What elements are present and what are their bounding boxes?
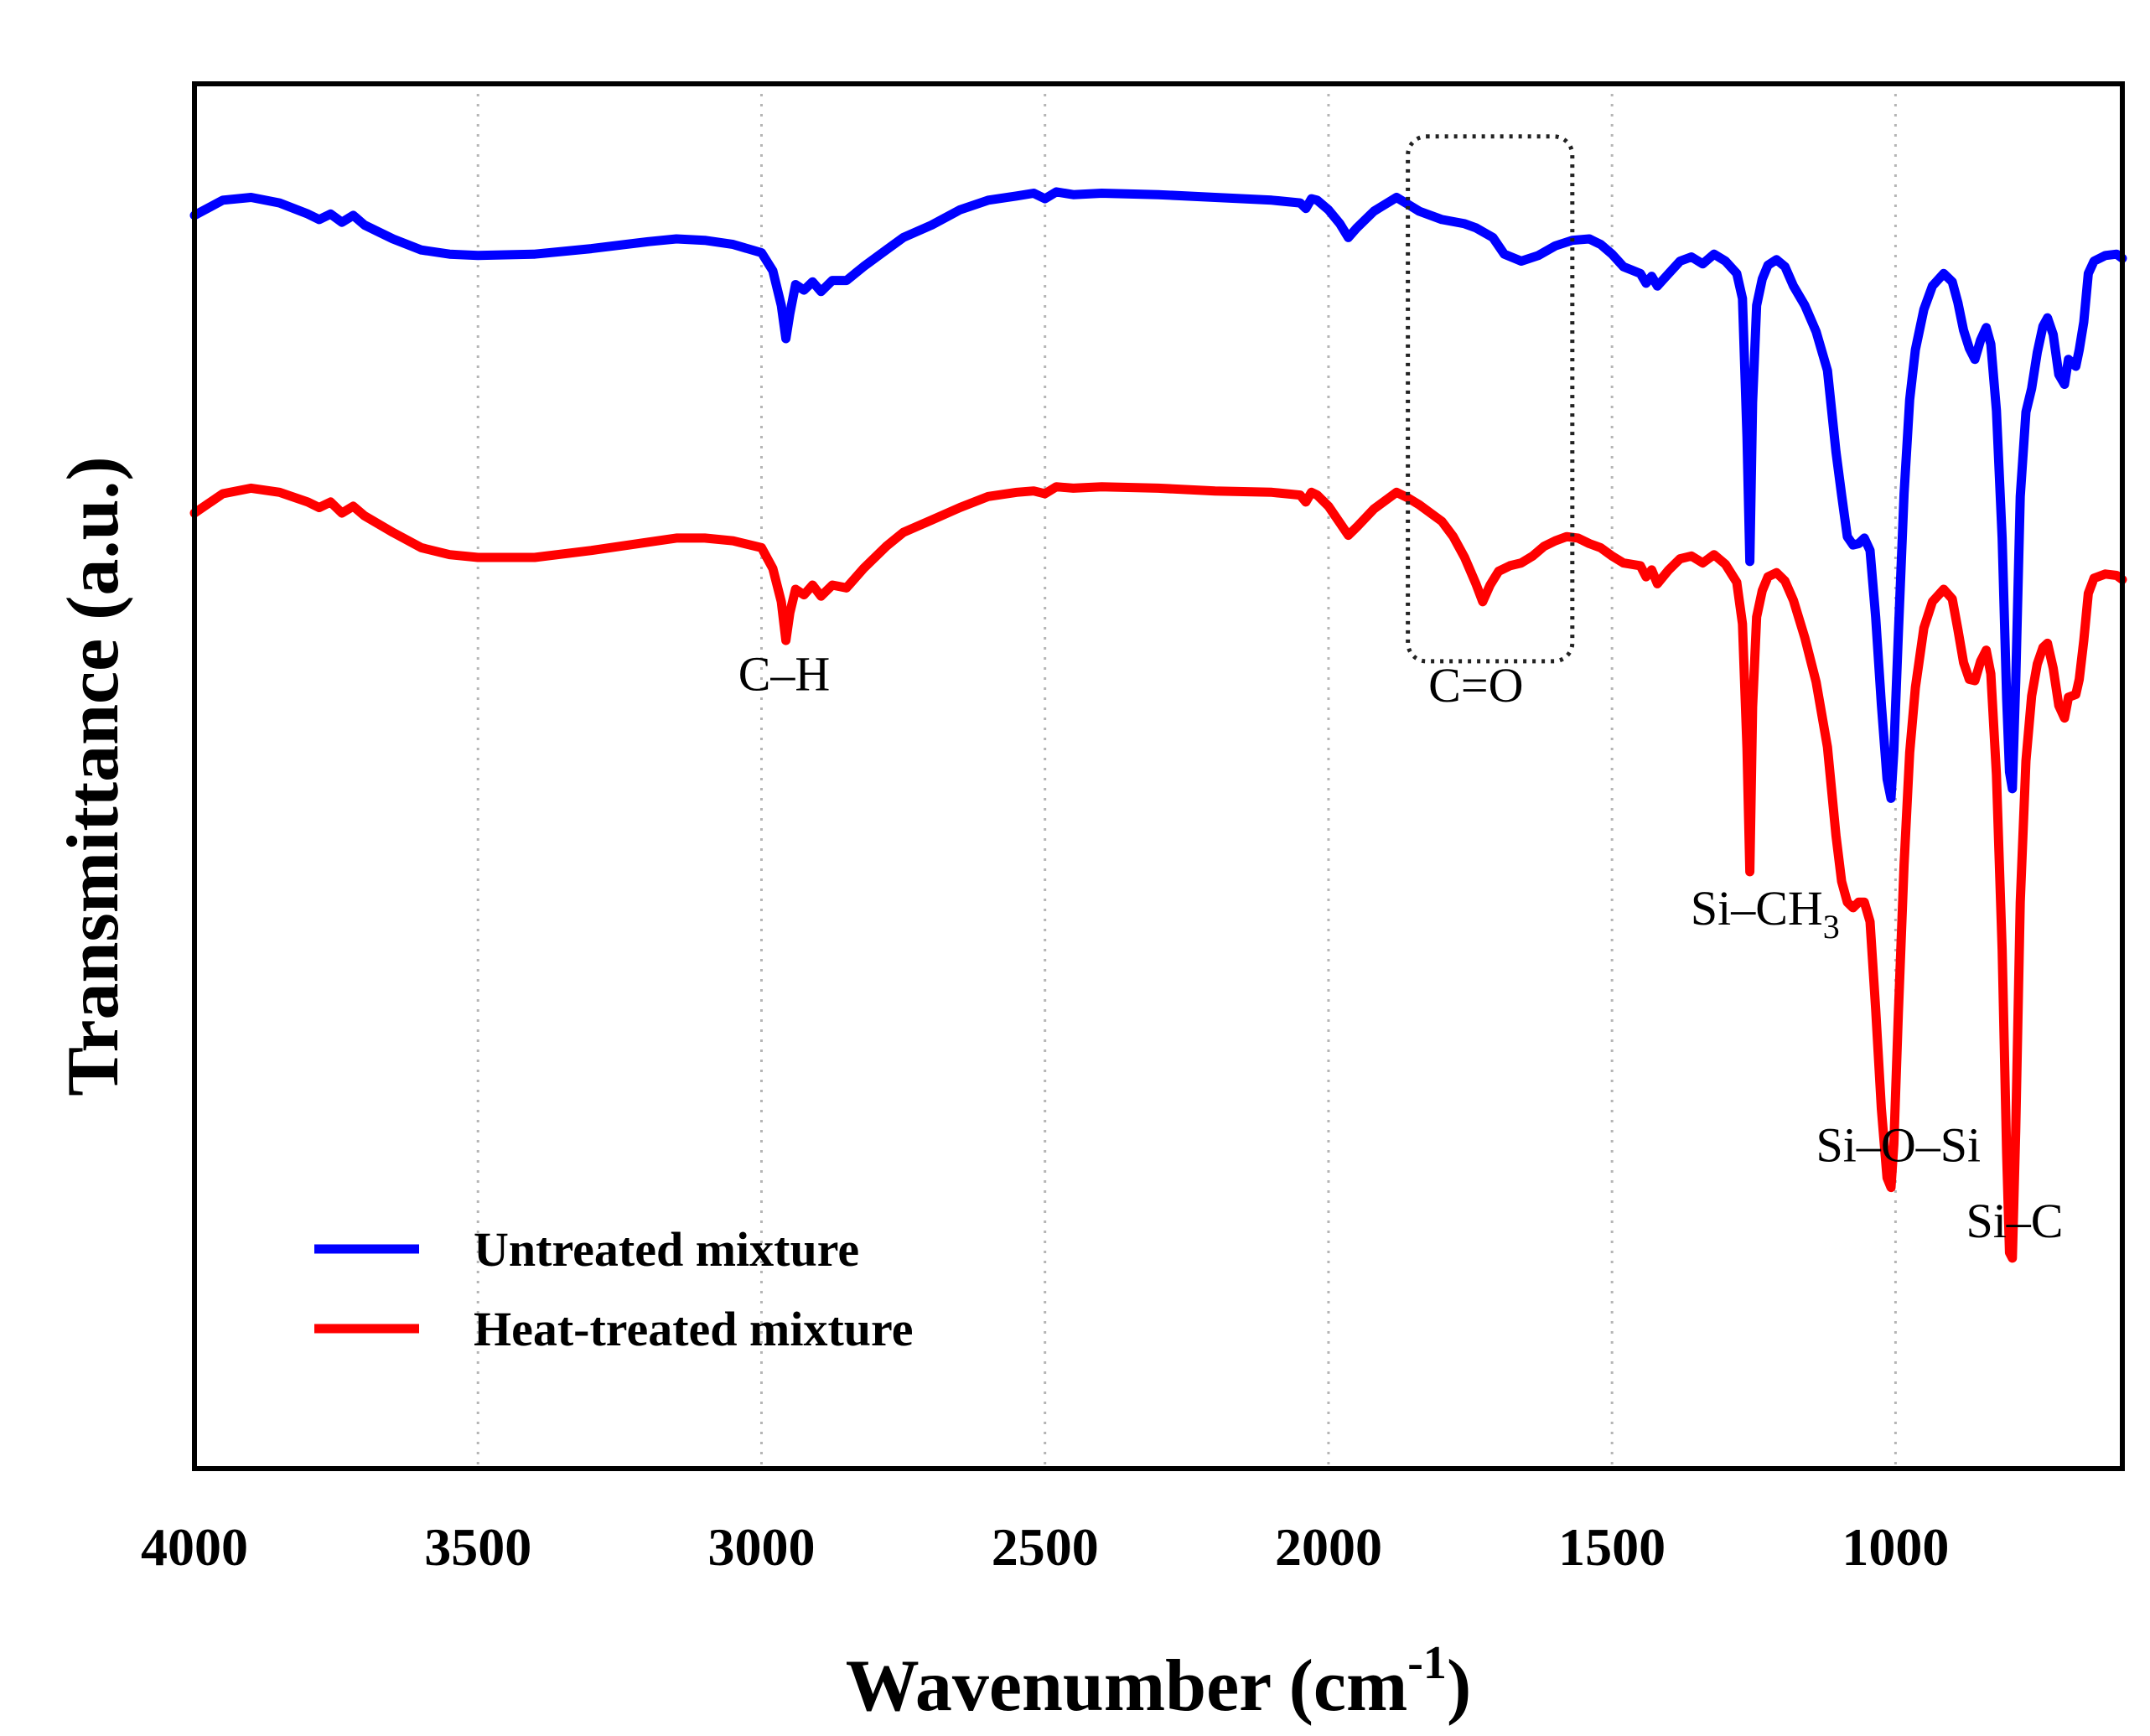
series-line-2: [189, 482, 2127, 1263]
x-axis-title-superscript: -1: [1407, 1637, 1447, 1689]
annotation-2: C=O: [1428, 658, 1523, 713]
x-tick-label-1000: 1000: [1842, 1517, 1949, 1577]
legend-label-2: Heat-treated mixture: [474, 1302, 914, 1356]
peak-annotations: C–H C=O Si–CH3 Si–O–Si Si–C: [738, 647, 2064, 1249]
x-axis-title: Wavenumber (cm-1): [846, 1637, 1472, 1727]
plot-frame: [192, 81, 2125, 1471]
series-line-1: [189, 187, 2127, 803]
annotation-5: Si–C: [1966, 1194, 2063, 1248]
x-axis-ticks: 4000 3500 3000 2500 2000 1500 1000: [141, 1517, 1949, 1577]
x-tick-label-2000: 2000: [1275, 1517, 1382, 1577]
x-tick-label-3000: 3000: [707, 1517, 815, 1577]
x-tick-label-4000: 4000: [141, 1517, 248, 1577]
x-axis-title-close: ): [1447, 1645, 1471, 1727]
annotation-1: C–H: [738, 647, 831, 702]
x-tick-label-1500: 1500: [1558, 1517, 1666, 1577]
annotation-4: Si–O–Si: [1816, 1117, 1981, 1172]
x-axis-title-main: Wavenumber (cm: [846, 1645, 1408, 1727]
series-group: [189, 187, 2127, 1263]
legend-label-1: Untreated mixture: [474, 1222, 859, 1277]
x-tick-label-2500: 2500: [992, 1517, 1099, 1577]
legend: Untreated mixture Heat-treated mixture: [314, 1222, 914, 1356]
y-axis-title: Transmittance (a.u.): [53, 456, 134, 1096]
annotation-3: Si–CH3: [1691, 881, 1840, 946]
annotation-subscript: 3: [1823, 908, 1840, 946]
x-tick-label-3500: 3500: [424, 1517, 531, 1577]
